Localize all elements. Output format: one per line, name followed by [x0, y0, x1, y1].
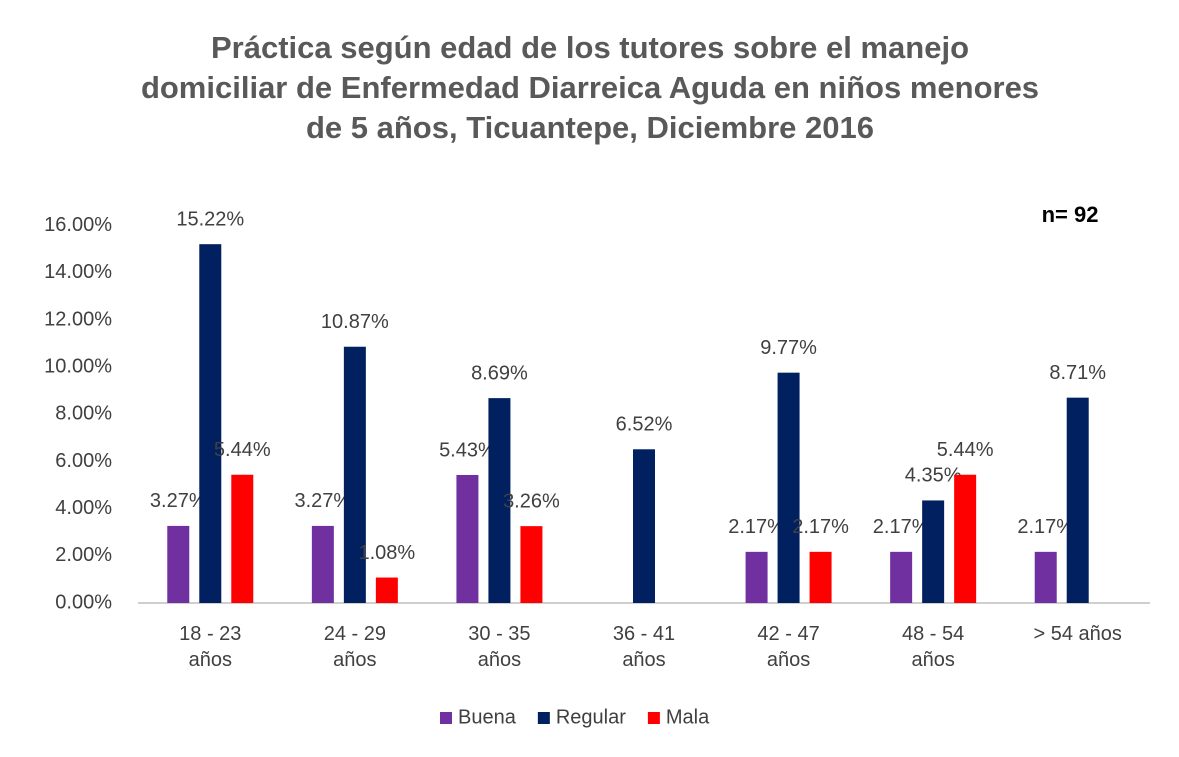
bar	[1066, 397, 1089, 603]
data-label: 5.44%	[214, 439, 271, 461]
data-label: 1.08%	[358, 542, 415, 564]
x-tick-label: > 54 años	[1033, 623, 1122, 645]
x-tick-label: 48 - 54 años	[902, 623, 965, 671]
annotation: n= 92	[1042, 202, 1099, 227]
bar	[231, 474, 254, 603]
bar	[809, 551, 832, 603]
bar	[375, 577, 398, 603]
legend-swatch	[440, 712, 452, 724]
legend-label: Mala	[666, 706, 710, 728]
y-tick-label: 14.00%	[44, 261, 112, 283]
chart-title: Práctica según edad de los tutores sobre…	[140, 30, 1040, 145]
y-tick-label: 2.00%	[55, 544, 112, 566]
x-tick-label: 36 - 41 años	[612, 623, 676, 671]
legend-swatch	[537, 712, 550, 724]
bar	[520, 526, 543, 603]
x-tick-label: 30 - 35 años	[468, 623, 531, 671]
bar	[890, 551, 913, 603]
data-label: 8.71%	[1049, 362, 1106, 384]
bar	[922, 500, 945, 603]
x-tick-label: 18 - 23 años	[179, 623, 242, 671]
y-tick-label: 6.00%	[55, 450, 112, 472]
bar	[633, 449, 655, 603]
bar	[488, 398, 511, 603]
data-label: 4.35%	[905, 465, 962, 487]
legend-swatch	[647, 712, 660, 724]
data-label: 8.69%	[471, 362, 528, 384]
bar	[456, 474, 479, 603]
bar	[311, 525, 334, 603]
x-tick-label: 24 - 29 años	[323, 623, 386, 671]
data-label: 2.17%	[1017, 516, 1074, 538]
data-label: 2.17%	[873, 516, 930, 538]
y-tick-label: 0.00%	[55, 591, 112, 613]
bar	[1034, 551, 1057, 603]
data-label: 2.17%	[792, 516, 849, 538]
bar	[343, 346, 366, 603]
y-tick-label: 10.00%	[44, 356, 112, 378]
bar	[199, 244, 222, 603]
x-tick-label: 42 - 47 años	[757, 623, 820, 671]
data-label: 5.43%	[439, 439, 496, 461]
data-label: 2.17%	[728, 516, 785, 538]
y-tick-label: 12.00%	[44, 308, 112, 330]
data-label: 9.77%	[760, 337, 817, 359]
data-label: 15.22%	[176, 208, 244, 230]
y-tick-label: 16.00%	[44, 214, 112, 236]
legend-label: Buena	[458, 706, 517, 728]
data-label: 10.87%	[321, 311, 389, 333]
data-label: 3.27%	[150, 490, 207, 512]
legend-label: Regular	[556, 706, 626, 728]
data-label: 5.44%	[937, 439, 994, 461]
bar	[167, 525, 190, 603]
y-tick-label: 4.00%	[55, 497, 112, 519]
bar	[777, 372, 800, 603]
data-label: 3.27%	[294, 490, 351, 512]
y-tick-label: 8.00%	[55, 403, 112, 425]
bar	[745, 551, 768, 603]
data-label: 6.52%	[616, 414, 673, 436]
data-label: 3.26%	[503, 490, 560, 512]
bar	[954, 474, 977, 603]
